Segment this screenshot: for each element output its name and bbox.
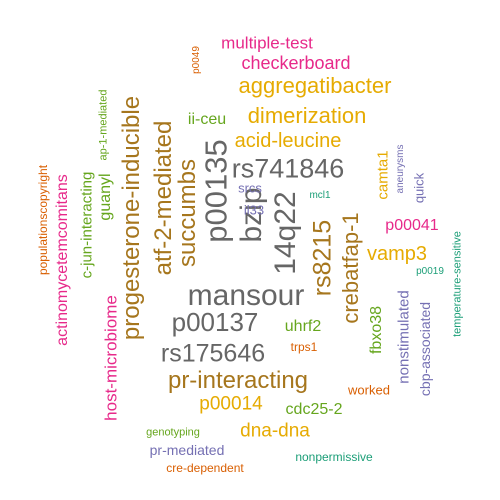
word-dna-dna: dna-dna xyxy=(240,420,310,442)
word-cbp-associated: cbp-associated xyxy=(417,301,433,397)
word-multiple-test: multiple-test xyxy=(221,33,313,53)
word-nonpermissive: nonpermissive xyxy=(295,450,373,464)
word-mcl1: mcl1 xyxy=(309,190,331,201)
word-progesterone-inducible: progesterone-inducible xyxy=(118,95,145,341)
word-srcs: srcs xyxy=(238,180,262,196)
word-actinomycetemcomitans: actinomycetemcomitans xyxy=(54,174,71,346)
word-acid-leucine: acid-leucine xyxy=(234,130,342,152)
word-uhrf2: uhrf2 xyxy=(284,318,322,335)
word-mansour: mansour xyxy=(187,279,305,312)
word-temperature-sensitive: temperature-sensitive xyxy=(451,231,464,337)
word-p0019: p0019 xyxy=(416,266,444,277)
word-trps1: trps1 xyxy=(290,340,318,354)
word-pr-mediated: pr-mediated xyxy=(149,442,225,458)
word-14q22: 14q22 xyxy=(269,191,302,275)
word-populationscopyright: populationscopyright xyxy=(36,164,50,276)
word-rs175646: rs175646 xyxy=(160,339,266,368)
word-genotyping: genotyping xyxy=(146,426,200,439)
word-vamp3: vamp3 xyxy=(366,243,428,265)
word-rs8215: rs8215 xyxy=(308,219,337,297)
word-p0049: p0049 xyxy=(191,46,202,74)
word-ap-1-mediated: ap-1-mediated xyxy=(97,89,110,161)
word-checkerboard: checkerboard xyxy=(241,53,351,73)
word-guanyl: guanyl xyxy=(97,173,114,221)
word-atf-2-mediated: atf-2-mediated xyxy=(150,120,177,276)
word-il33: il33 xyxy=(243,202,265,218)
word-aggregatibacter: aggregatibacter xyxy=(238,73,392,98)
word-host-microbiome: host-microbiome xyxy=(101,295,121,421)
word-fbxo38: fbxo38 xyxy=(368,305,385,355)
word-succumbs: succumbs xyxy=(174,158,201,268)
word-c-jun-interacting: c-jun-interacting xyxy=(78,171,96,279)
word-nonstimulated: nonstimulated xyxy=(395,290,413,384)
word-p00041: p00041 xyxy=(385,217,439,234)
word-worked: worked xyxy=(348,382,390,398)
word-camta1: camta1 xyxy=(374,150,392,200)
word-pr-interacting: pr-interacting xyxy=(167,367,309,394)
word-p00137: p00137 xyxy=(171,307,259,337)
word-rs741846: rs741846 xyxy=(231,153,345,184)
word-cdc25-2: cdc25-2 xyxy=(285,401,343,418)
word-quick: quick xyxy=(411,172,427,204)
word-p00014: p00014 xyxy=(199,393,263,415)
word-p00135: p00135 xyxy=(198,139,234,243)
word-dimerization: dimerization xyxy=(247,103,367,128)
word-cre-dependent: cre-dependent xyxy=(166,461,244,475)
word-ii-ceu: ii-ceu xyxy=(187,111,227,128)
word-crebatfap-1: crebatfap-1 xyxy=(338,212,363,324)
word-aneurysms: aneurysms xyxy=(395,144,406,194)
